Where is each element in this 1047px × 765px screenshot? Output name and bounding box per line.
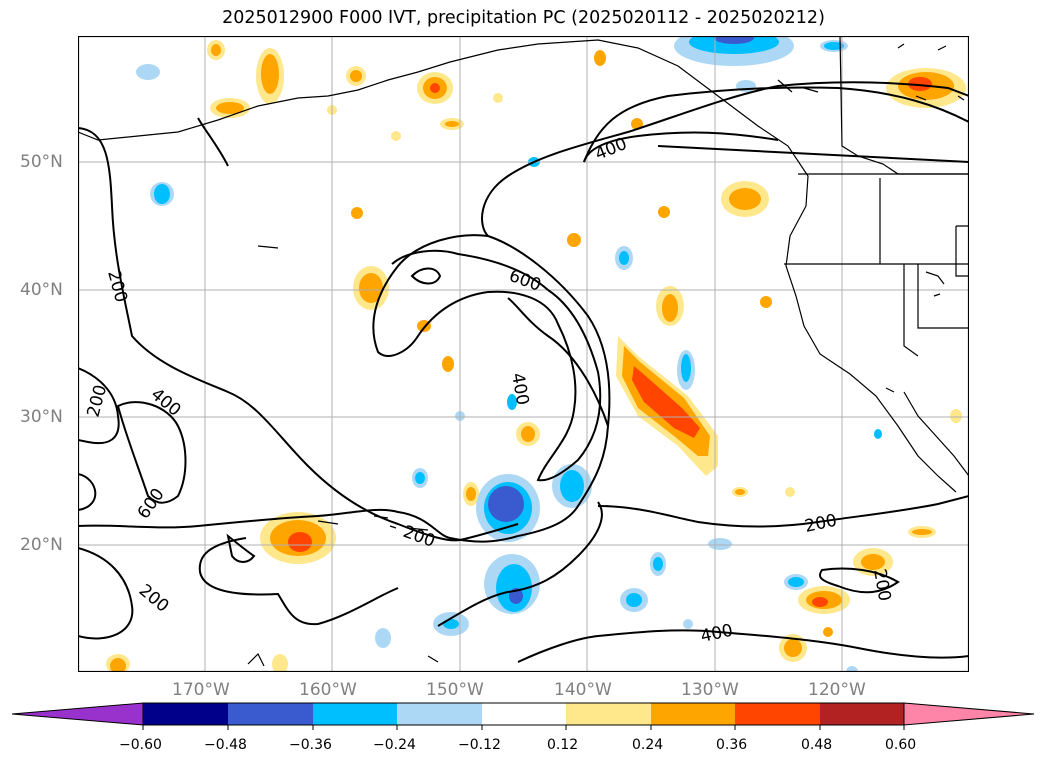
figure-title: 2025012900 F000 IVT, precipitation PC (2… [222, 8, 825, 28]
colorbar-tick-label: 0.36 [716, 737, 748, 753]
colorbar-tick-label: 0.24 [632, 737, 664, 753]
colorbar-tick-label: −0.36 [289, 737, 332, 753]
colorbar-tick-label: −0.60 [119, 737, 162, 753]
colorbar-segment [143, 703, 228, 725]
ivt-contours [78, 81, 969, 663]
colorbar-tick-label: 0.60 [885, 737, 917, 753]
precip-negative-areas [136, 36, 882, 672]
colorbar-tick-label: 0.12 [547, 737, 579, 753]
lat-label: 20°N [20, 535, 63, 555]
gridlines [78, 36, 969, 672]
colorbar-segment [228, 703, 313, 725]
colorbar-segment [313, 703, 397, 725]
colorbar-extend-low [11, 702, 144, 726]
lon-label: 130°W [681, 680, 739, 700]
lon-label: 120°W [808, 680, 866, 700]
lat-label: 30°N [20, 407, 63, 427]
precip-positive-areas [106, 40, 966, 672]
colorbar [11, 702, 1035, 730]
lat-label: 40°N [20, 280, 63, 300]
colorbar-segment [482, 703, 566, 725]
colorbar-segment [820, 703, 904, 725]
lon-label: 150°W [426, 680, 484, 700]
colorbar-tick-label: −0.24 [373, 737, 416, 753]
colorbar-tick-label: 0.48 [801, 737, 833, 753]
map-panel: 600 400 200 200 400 600 200 200 400 200 … [78, 36, 969, 672]
colorbar-segment [735, 703, 820, 725]
lon-label: 140°W [554, 680, 612, 700]
lon-label: 170°W [172, 680, 230, 700]
lat-label: 50°N [20, 152, 63, 172]
coastlines [78, 36, 969, 667]
colorbar-tick-label: −0.48 [204, 737, 247, 753]
colorbar-tick-label: −0.12 [458, 737, 501, 753]
colorbar-extend-high [903, 702, 1035, 726]
colorbar-segment [397, 703, 482, 725]
colorbar-segment [566, 703, 651, 725]
lon-label: 160°W [299, 680, 357, 700]
colorbar-segment [651, 703, 735, 725]
